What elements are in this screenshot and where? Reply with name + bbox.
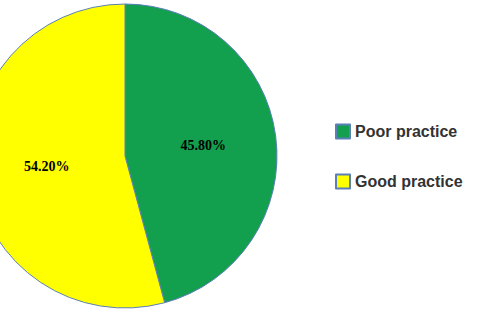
svg-text:54.20%: 54.20% [24, 159, 70, 174]
svg-text:Good practice: Good practice [355, 173, 463, 190]
svg-text:Poor practice: Poor practice [355, 123, 457, 140]
svg-text:45.80%: 45.80% [181, 138, 227, 153]
